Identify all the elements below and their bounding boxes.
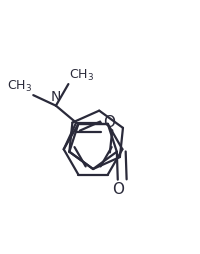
Text: CH$_3$: CH$_3$: [7, 79, 32, 94]
Text: O: O: [103, 115, 115, 130]
Text: CH$_3$: CH$_3$: [69, 68, 94, 83]
Text: N: N: [51, 90, 61, 104]
Text: O: O: [112, 182, 124, 197]
